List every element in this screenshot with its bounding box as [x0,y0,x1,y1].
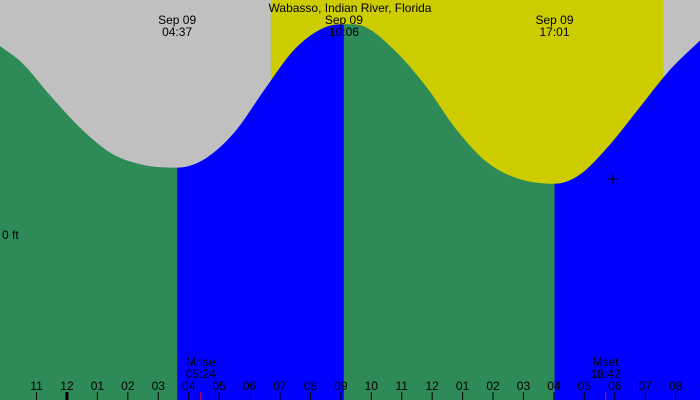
extreme-date-label: Sep 09 [158,13,196,27]
x-tick-label: 06 [243,379,257,393]
x-tick-label: 01 [91,379,105,393]
falling-tide-area [0,45,178,400]
x-tick-label: 07 [273,379,287,393]
extreme-date-label: Sep 09 [535,13,573,27]
rising-tide-area [177,24,344,400]
x-tick-label: 05 [578,379,592,393]
x-tick-label: 09 [334,379,348,393]
chart-title: Wabasso, Indian River, Florida [269,1,432,15]
x-tick-label: 08 [669,379,683,393]
y-tick-label: 0 ft [2,228,19,242]
x-tick-label: 07 [639,379,653,393]
x-tick-label: 06 [608,379,622,393]
x-tick-label: 03 [152,379,166,393]
moon-event-time: 05:24 [186,367,216,381]
tide-area [0,24,700,400]
x-tick-label: 12 [425,379,439,393]
x-tick-label: 01 [456,379,470,393]
x-tick-label: 12 [60,379,74,393]
extreme-time-label: 17:01 [540,25,570,39]
x-tick-label: 02 [486,379,500,393]
falling-tide-area [343,24,555,400]
x-tick-label: 04 [547,379,561,393]
x-tick-label: 04 [182,379,196,393]
x-tick-label: 02 [121,379,135,393]
x-tick-label: 03 [517,379,531,393]
x-tick-label: 11 [396,379,409,393]
extreme-time-label: 10:06 [329,25,359,39]
x-tick-label: 11 [30,379,43,393]
x-axis: 11 12 01 02 03 04 05 06 07 08 09 10 11 12 01 02 03 04 05 06… [30,379,700,400]
moon-event-label: Mset [593,355,620,369]
rising-tide-area [554,40,700,400]
moon-event-label: Mrise [186,355,216,369]
moon-event-time: 18:42 [591,367,621,381]
x-tick-label: 05 [212,379,226,393]
extreme-date-label: Sep 09 [325,13,363,27]
extreme-time-label: 04:37 [162,25,192,39]
x-tick-label: 08 [304,379,318,393]
x-tick-label: 10 [365,379,379,393]
crosshair-marker [608,174,618,184]
